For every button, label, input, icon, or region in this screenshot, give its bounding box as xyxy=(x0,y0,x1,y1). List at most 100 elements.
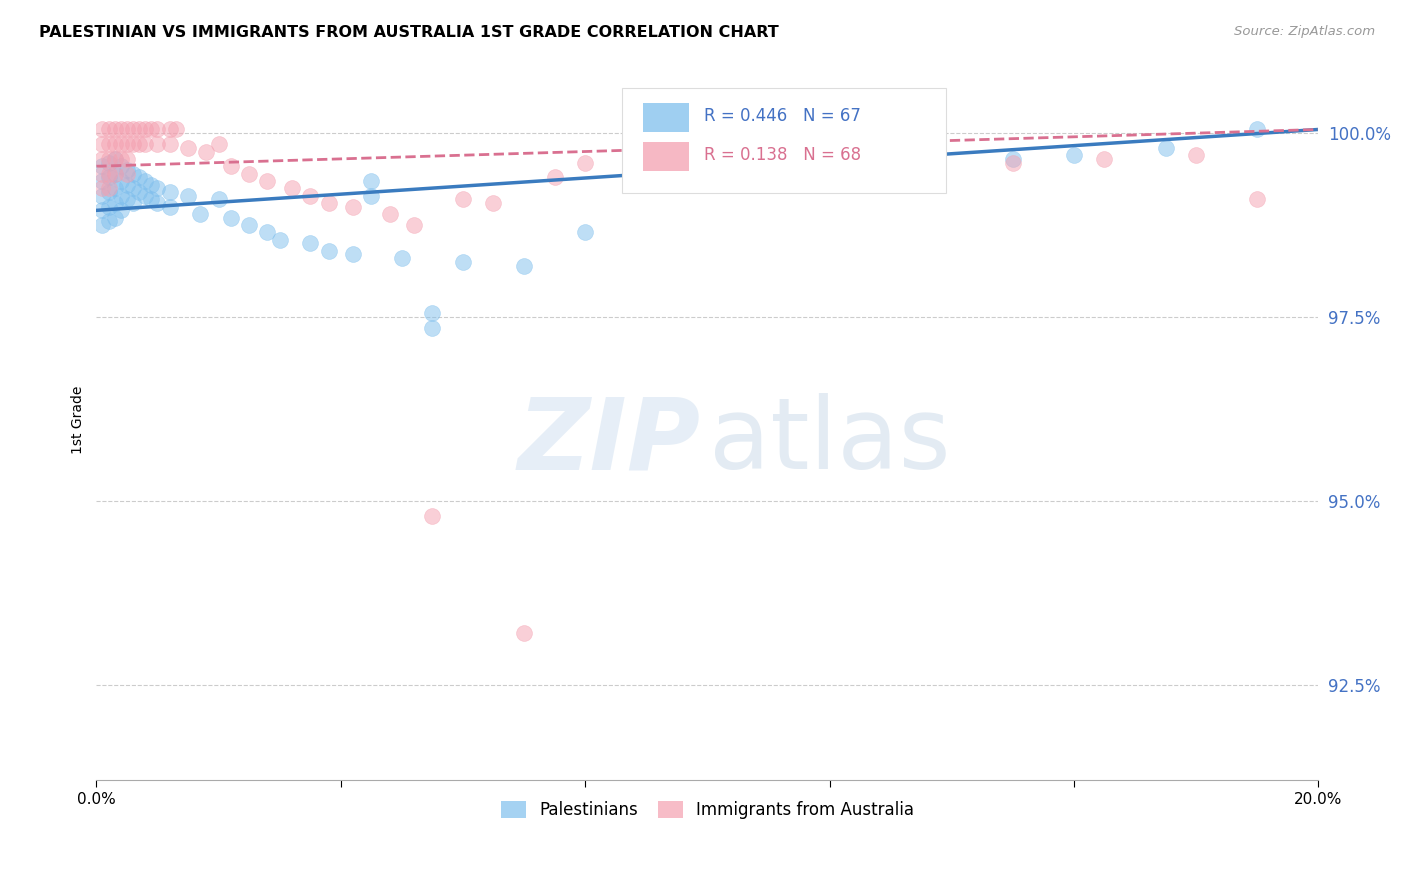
Point xyxy=(513,626,536,640)
Legend: Palestinians, Immigrants from Australia: Palestinians, Immigrants from Australia xyxy=(494,795,921,826)
Point xyxy=(543,170,565,185)
Point xyxy=(422,508,444,523)
Point xyxy=(91,174,114,188)
Point xyxy=(104,181,127,195)
Point xyxy=(97,167,120,181)
Point xyxy=(1001,152,1024,166)
Point xyxy=(110,159,132,173)
Point xyxy=(159,137,181,152)
Point xyxy=(1001,155,1024,169)
Point xyxy=(188,207,211,221)
Point xyxy=(104,137,127,152)
Point xyxy=(574,226,596,240)
Point xyxy=(360,174,382,188)
Point xyxy=(110,152,132,166)
Point xyxy=(110,203,132,218)
Point xyxy=(97,181,120,195)
Point xyxy=(159,185,181,199)
Point xyxy=(91,181,114,195)
Point xyxy=(402,218,425,232)
Point xyxy=(141,192,163,206)
Point xyxy=(342,200,364,214)
Point xyxy=(104,167,127,181)
Point xyxy=(256,174,278,188)
Point xyxy=(146,137,169,152)
Point xyxy=(115,122,138,136)
Point xyxy=(97,155,120,169)
Point xyxy=(207,192,229,206)
Point xyxy=(128,185,150,199)
Point xyxy=(122,196,145,211)
Point xyxy=(122,167,145,181)
Point xyxy=(1185,148,1208,162)
Point xyxy=(159,200,181,214)
Point xyxy=(115,137,138,152)
Point xyxy=(256,226,278,240)
Point xyxy=(299,188,322,202)
Point xyxy=(104,152,127,166)
Point xyxy=(97,170,120,185)
Point xyxy=(91,167,114,181)
Point xyxy=(110,188,132,202)
Point xyxy=(360,188,382,202)
Bar xyxy=(643,143,689,171)
Point xyxy=(104,167,127,181)
Point xyxy=(122,181,145,195)
Point xyxy=(818,155,841,169)
Point xyxy=(110,122,132,136)
Text: R = 0.446   N = 67: R = 0.446 N = 67 xyxy=(703,107,860,125)
Point xyxy=(97,185,120,199)
Point xyxy=(146,181,169,195)
Point xyxy=(128,170,150,185)
Point xyxy=(128,122,150,136)
Point xyxy=(758,162,780,177)
Point xyxy=(696,162,718,177)
Point xyxy=(378,207,401,221)
Point xyxy=(177,188,200,202)
Point xyxy=(238,218,260,232)
Point xyxy=(122,137,145,152)
Point xyxy=(342,247,364,261)
Point xyxy=(146,122,169,136)
Text: Source: ZipAtlas.com: Source: ZipAtlas.com xyxy=(1234,25,1375,38)
Point xyxy=(134,174,156,188)
Point xyxy=(91,137,114,152)
Point xyxy=(574,155,596,169)
Point xyxy=(219,211,242,225)
Point xyxy=(636,159,658,173)
Point xyxy=(115,178,138,192)
Point xyxy=(104,122,127,136)
Point xyxy=(879,159,901,173)
Point xyxy=(141,178,163,192)
Point xyxy=(1154,141,1177,155)
Point xyxy=(451,255,474,269)
Point xyxy=(115,192,138,206)
Point xyxy=(281,181,304,195)
Point xyxy=(110,137,132,152)
Point xyxy=(134,188,156,202)
Point xyxy=(238,167,260,181)
Point xyxy=(219,159,242,173)
Point xyxy=(110,174,132,188)
Bar xyxy=(643,103,689,132)
Text: atlas: atlas xyxy=(709,393,950,490)
Point xyxy=(195,145,218,159)
Point xyxy=(115,152,138,166)
Point xyxy=(97,214,120,228)
FancyBboxPatch shape xyxy=(621,88,946,193)
Point xyxy=(451,192,474,206)
Point xyxy=(146,196,169,211)
Text: R = 0.138   N = 68: R = 0.138 N = 68 xyxy=(703,146,860,164)
Point xyxy=(513,259,536,273)
Point xyxy=(165,122,187,136)
Point xyxy=(159,122,181,136)
Point xyxy=(1094,152,1116,166)
Point xyxy=(91,188,114,202)
Point xyxy=(91,122,114,136)
Point xyxy=(318,244,340,258)
Point xyxy=(104,196,127,211)
Text: PALESTINIAN VS IMMIGRANTS FROM AUSTRALIA 1ST GRADE CORRELATION CHART: PALESTINIAN VS IMMIGRANTS FROM AUSTRALIA… xyxy=(39,25,779,40)
Point xyxy=(122,122,145,136)
Point xyxy=(422,321,444,335)
Point xyxy=(104,152,127,166)
